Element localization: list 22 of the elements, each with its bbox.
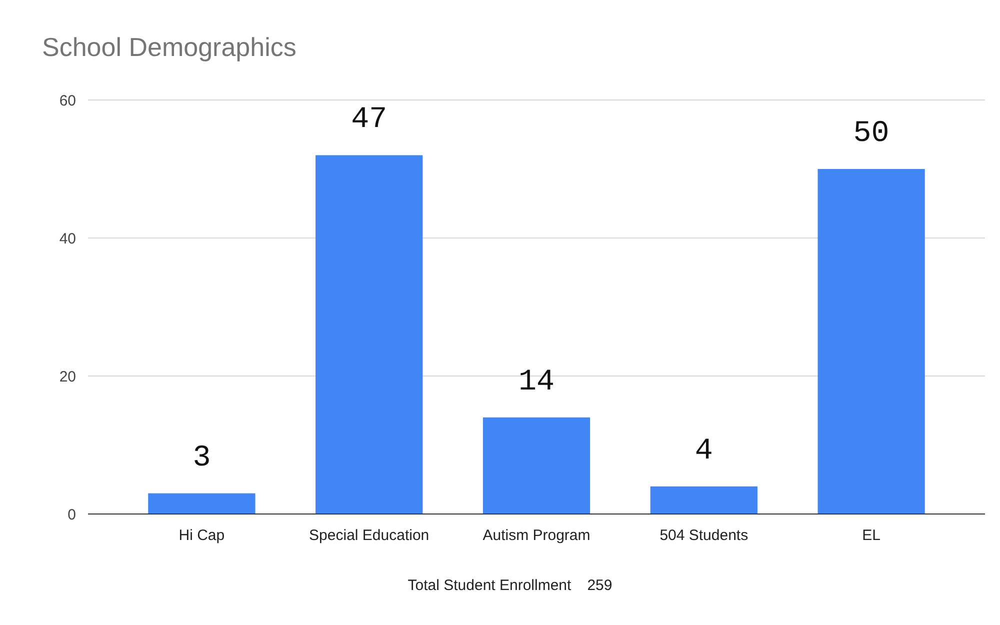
y-tick-label: 40 bbox=[59, 230, 76, 248]
annotation: 47 bbox=[351, 103, 388, 138]
x-tick-label: EL bbox=[862, 527, 880, 544]
annotation: 3 bbox=[192, 441, 211, 476]
text: 259 bbox=[587, 577, 612, 594]
y-tick-label: 60 bbox=[59, 92, 76, 110]
annotation: 4 bbox=[694, 434, 713, 468]
bar bbox=[650, 486, 758, 514]
bar bbox=[482, 417, 590, 514]
annotation: 50 bbox=[853, 117, 890, 151]
bar bbox=[818, 169, 925, 514]
bar bbox=[316, 155, 423, 514]
x-axis-title: Total Student Enrollment bbox=[408, 577, 572, 594]
annotation: 14 bbox=[518, 365, 555, 400]
y-tick-label: 20 bbox=[59, 368, 76, 386]
bar bbox=[148, 493, 256, 514]
x-tick-label: Autism Program bbox=[482, 527, 590, 544]
x-tick-label: Hi Cap bbox=[178, 527, 225, 544]
x-tick-label: Special Education bbox=[309, 527, 430, 544]
y-tick-label: 0 bbox=[68, 506, 76, 524]
x-tick-label: 504 Students bbox=[660, 527, 748, 544]
chart-title: School Demographics bbox=[42, 32, 296, 62]
